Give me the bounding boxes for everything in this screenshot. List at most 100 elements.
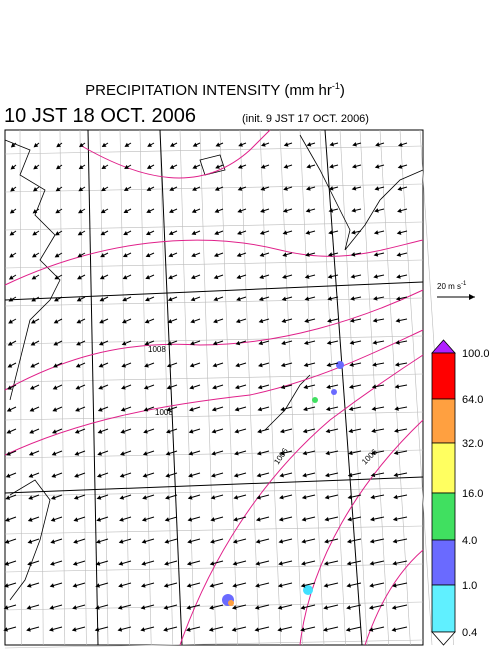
wind-head <box>141 539 147 544</box>
wind-head <box>117 627 123 632</box>
wind-head <box>55 187 61 192</box>
wind-head <box>96 517 101 522</box>
wind-head <box>146 186 152 191</box>
wind-head <box>52 407 58 412</box>
wind-head <box>238 142 243 147</box>
wind-head <box>143 407 149 412</box>
wind-head <box>146 208 152 214</box>
wind-head <box>29 407 35 412</box>
wind-head <box>327 318 332 323</box>
wind-head <box>55 165 61 170</box>
grid-line <box>339 129 368 646</box>
wind-head <box>98 363 104 368</box>
wind-head <box>99 319 104 324</box>
wind-head <box>394 384 400 389</box>
wind-head <box>31 297 37 302</box>
wind-head <box>349 362 354 367</box>
grid-line <box>199 129 217 646</box>
wind-head <box>233 495 239 500</box>
wind-head <box>328 208 334 213</box>
wind-head <box>255 539 261 544</box>
wind-head <box>209 561 215 566</box>
grid-line <box>219 129 238 646</box>
wind-head <box>325 406 331 412</box>
wind-head <box>191 252 196 258</box>
wind-head <box>74 451 80 456</box>
wind-head <box>95 583 100 588</box>
wind-head <box>280 362 286 368</box>
wind-head <box>397 164 403 169</box>
wind-head <box>164 539 170 544</box>
wind-head <box>101 142 107 148</box>
wind-head <box>282 230 288 235</box>
wind-head <box>76 297 82 302</box>
wind-head <box>28 473 34 478</box>
wind-head <box>371 428 376 434</box>
wind-head <box>145 253 151 258</box>
wind-head <box>32 231 38 236</box>
wind-head <box>78 187 84 192</box>
wind-head <box>349 340 355 345</box>
wind-head <box>8 319 13 324</box>
grid-line <box>239 129 260 646</box>
wind-head <box>209 605 214 610</box>
wind-head <box>305 208 311 213</box>
wind-head <box>143 429 148 434</box>
wind-head <box>281 296 287 301</box>
wind-head <box>327 252 333 257</box>
wind-head <box>214 230 219 235</box>
wind-head <box>351 230 356 235</box>
wind-head <box>121 385 126 390</box>
wind-head <box>188 429 194 434</box>
wind-head <box>10 165 16 170</box>
grid-line <box>4 639 424 649</box>
wind-head <box>54 253 60 258</box>
wind-head <box>75 385 81 390</box>
wind-head <box>144 319 150 324</box>
wind-head <box>77 275 82 280</box>
wind-head <box>10 142 16 148</box>
wind-head <box>210 495 216 500</box>
wind-head <box>232 583 237 588</box>
wind-head <box>396 230 402 235</box>
wind-head <box>188 473 193 478</box>
title-text: PRECIPITATION INTENSITY (mm hr <box>85 82 332 99</box>
wind-head <box>190 318 195 324</box>
wind-head <box>394 406 399 411</box>
wind-head <box>327 296 332 301</box>
wind-head <box>8 297 14 302</box>
wind-head <box>33 142 39 148</box>
wind-head <box>395 318 401 323</box>
wind-head <box>349 318 355 323</box>
wind-head <box>33 165 38 170</box>
wind-head <box>277 605 283 610</box>
precip-cell <box>336 361 344 369</box>
wind-head <box>348 406 354 412</box>
wind-head <box>211 429 217 434</box>
grid-line <box>399 129 433 646</box>
wind-head <box>54 297 59 302</box>
wind-head <box>168 274 173 280</box>
wind-head <box>191 208 197 213</box>
wind-head <box>142 473 148 478</box>
wind-head <box>5 473 11 478</box>
wind-head <box>372 296 378 301</box>
grid-line <box>99 129 109 646</box>
wind-head <box>374 208 379 213</box>
wind-head <box>8 275 14 280</box>
valid-time: 10 JST 18 OCT. 2006 <box>4 105 196 127</box>
wind-head <box>345 627 351 632</box>
wind-head <box>302 472 307 478</box>
wind-head <box>300 583 306 588</box>
wind-head <box>370 450 376 456</box>
wind-head <box>234 451 239 456</box>
wind-head <box>346 605 351 610</box>
wind-head <box>143 385 149 390</box>
wind-head <box>278 517 284 522</box>
grid-line <box>319 129 346 646</box>
wind-head <box>189 385 195 390</box>
wind-head <box>186 627 191 632</box>
wind-head <box>278 539 284 544</box>
wind-head <box>97 407 103 412</box>
wind-head <box>49 627 54 632</box>
